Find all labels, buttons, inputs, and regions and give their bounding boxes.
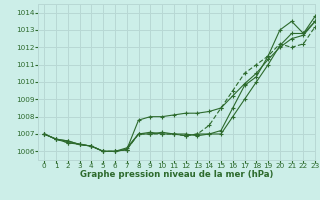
X-axis label: Graphe pression niveau de la mer (hPa): Graphe pression niveau de la mer (hPa)	[80, 170, 274, 179]
